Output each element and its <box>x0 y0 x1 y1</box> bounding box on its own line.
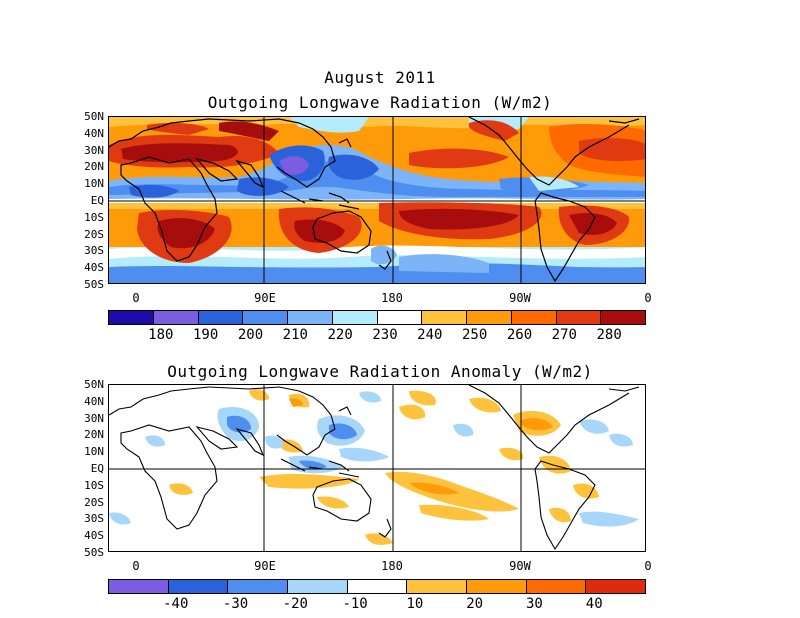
anomaly-map <box>108 384 646 552</box>
lon-label: 180 <box>381 559 403 573</box>
lat-label: 30N <box>84 144 104 157</box>
colorbar-label: -20 <box>282 596 308 612</box>
colorbar-swatch <box>168 580 229 593</box>
colorbar-label: 180 <box>148 327 174 343</box>
lat-label: EQ <box>90 194 104 207</box>
colorbar-label: 250 <box>462 327 488 343</box>
colorbar-swatch <box>511 311 557 324</box>
colorbar-swatch <box>332 311 378 324</box>
colorbar-swatch <box>347 580 408 593</box>
colorbar-swatch <box>467 311 512 324</box>
colorbar-label: 190 <box>193 327 219 343</box>
anomaly-panel-title: Outgoing Longwave Radiation Anomaly (W/m… <box>167 362 593 381</box>
colorbar-swatch <box>109 311 154 324</box>
colorbar-label: 220 <box>327 327 353 343</box>
colorbar-swatch <box>556 311 602 324</box>
lat-label: 50N <box>84 110 104 123</box>
olr-map <box>108 116 646 284</box>
colorbar-label: 40 <box>585 596 603 612</box>
lat-label: 10S <box>84 479 104 492</box>
colorbar-label: -10 <box>342 596 368 612</box>
lon-label: 90E <box>254 559 276 573</box>
colorbar-swatch <box>377 311 423 324</box>
colorbar-label: 230 <box>372 327 398 343</box>
lon-label: 0 <box>644 559 652 573</box>
colorbar-swatch <box>288 580 348 593</box>
colorbar-swatch <box>422 311 467 324</box>
colorbar-label: -30 <box>222 596 249 612</box>
colorbar-label: 10 <box>406 596 424 612</box>
lat-label: 10N <box>84 177 104 190</box>
lon-label: 0 <box>132 559 140 573</box>
lat-label: EQ <box>90 462 104 475</box>
colorbar-label: 200 <box>237 327 264 343</box>
colorbar-swatch <box>288 311 333 324</box>
colorbar-swatch <box>228 580 289 593</box>
lat-label: 40N <box>84 395 104 408</box>
colorbar-label: 280 <box>596 327 622 343</box>
colorbar-label: 260 <box>506 327 533 343</box>
colorbar-swatch <box>109 580 169 593</box>
lon-label: 0 <box>132 291 140 305</box>
olr-colorbar <box>108 310 646 325</box>
lat-label: 30S <box>84 244 104 257</box>
olr-panel-title: Outgoing Longwave Radiation (W/m2) <box>207 93 553 112</box>
lon-label: 0 <box>644 291 652 305</box>
colorbar-swatch <box>467 580 527 593</box>
colorbar-swatch <box>601 311 645 324</box>
lat-label: 50S <box>84 546 104 559</box>
colorbar-label: 240 <box>417 327 443 343</box>
lat-label: 40S <box>84 529 104 542</box>
lat-label: 10N <box>84 445 104 458</box>
colorbar-swatch <box>526 580 587 593</box>
colorbar-swatch <box>153 311 199 324</box>
colorbar-label: 210 <box>282 327 308 343</box>
lon-label: 90W <box>509 559 531 573</box>
lat-label: 50S <box>84 278 104 291</box>
colorbar-swatch <box>243 311 288 324</box>
lat-label: 20S <box>84 496 104 509</box>
colorbar-swatch <box>198 311 244 324</box>
colorbar-label: 20 <box>466 596 484 612</box>
lat-label: 20N <box>84 428 104 441</box>
lat-label: 10S <box>84 211 104 224</box>
lat-label: 40N <box>84 127 104 140</box>
lon-label: 180 <box>381 291 403 305</box>
lat-label: 20N <box>84 160 104 173</box>
lat-label: 20S <box>84 228 104 241</box>
colorbar-label: 30 <box>526 596 543 612</box>
colorbar-swatch <box>586 580 646 593</box>
colorbar-swatch <box>407 580 468 593</box>
lat-label: 30N <box>84 412 104 425</box>
colorbar-label: 270 <box>551 327 577 343</box>
date-title: August 2011 <box>324 68 436 87</box>
lat-label: 30S <box>84 512 104 525</box>
lon-label: 90W <box>509 291 531 305</box>
lat-label: 50N <box>84 378 104 391</box>
lat-label: 40S <box>84 261 104 274</box>
colorbar-label: -40 <box>163 596 189 612</box>
anomaly-colorbar <box>108 579 646 594</box>
lon-label: 90E <box>254 291 276 305</box>
